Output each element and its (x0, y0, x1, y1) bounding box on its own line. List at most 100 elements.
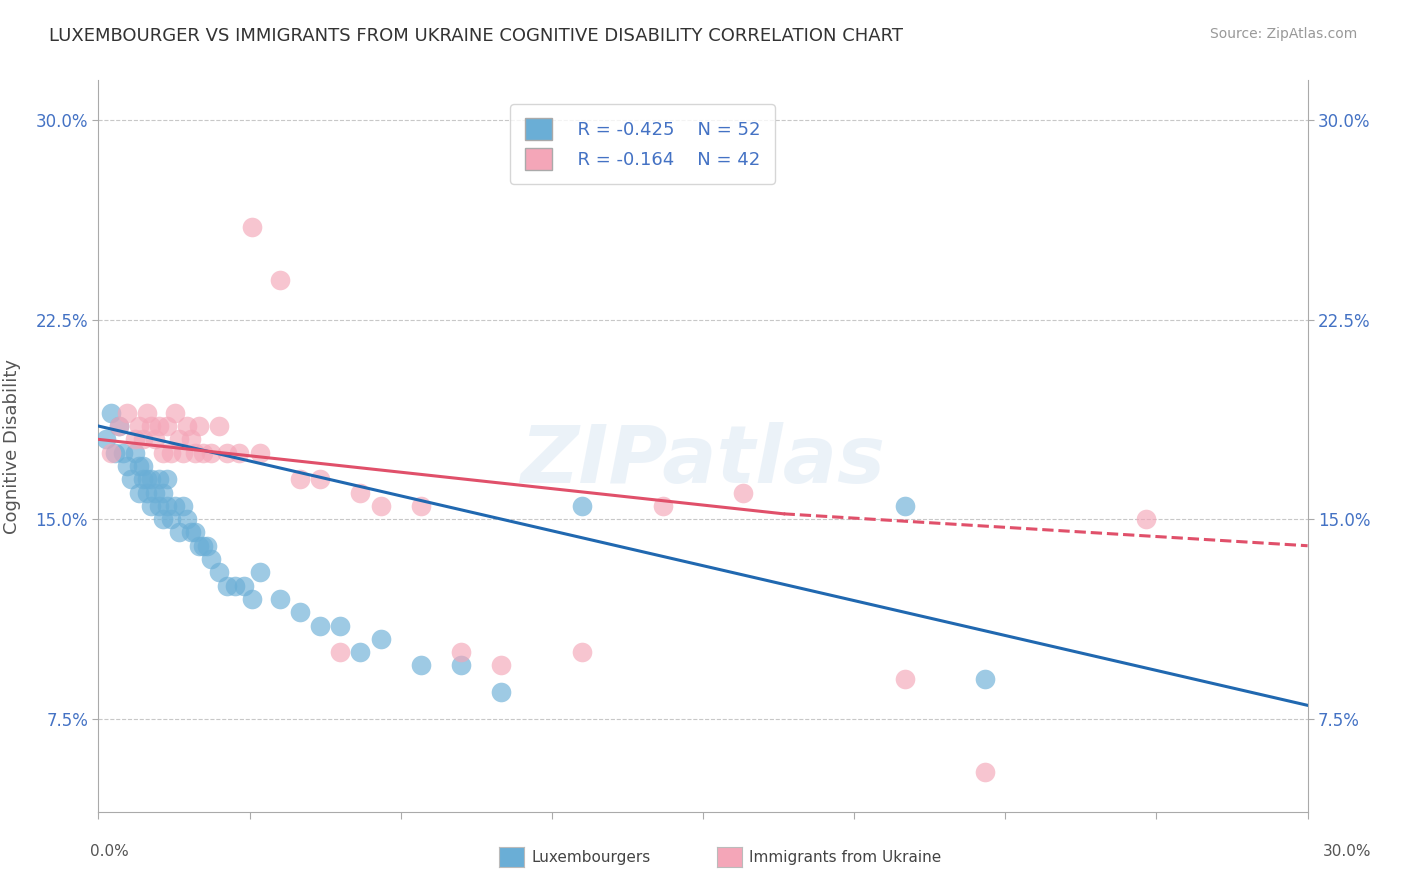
Point (409, 499, 432, 513)
Point (152, 445, 174, 459)
Point (139, 499, 162, 513)
Point (184, 525, 207, 540)
Point (132, 458, 155, 473)
Point (571, 645, 593, 659)
Point (188, 539, 211, 553)
Point (974, 672, 997, 686)
Point (309, 472, 332, 486)
Point (103, 445, 125, 459)
Point (288, 472, 311, 486)
Point (309, 618, 332, 632)
Point (107, 419, 129, 434)
Point (217, 579, 239, 593)
Point (172, 499, 194, 513)
Point (571, 499, 593, 513)
Point (193, 539, 215, 553)
Point (217, 445, 239, 459)
Point (132, 433, 155, 447)
Point (100, 406, 122, 420)
Point (128, 485, 150, 500)
Point (269, 591, 291, 606)
Text: ZIPatlas: ZIPatlas (520, 422, 886, 500)
Point (100, 445, 122, 459)
Point (180, 525, 202, 540)
Point (349, 485, 371, 500)
Point (240, 591, 263, 606)
Point (152, 485, 174, 500)
Point (143, 433, 166, 447)
Point (156, 472, 179, 486)
Text: Immigrants from Ukraine: Immigrants from Ukraine (749, 850, 942, 864)
Point (148, 472, 170, 486)
Point (120, 472, 142, 486)
Point (450, 658, 472, 673)
Point (128, 419, 150, 434)
Point (184, 445, 207, 459)
Point (152, 512, 174, 526)
Point (139, 472, 162, 486)
Point (893, 499, 915, 513)
Point (176, 419, 198, 434)
Text: 30.0%: 30.0% (1323, 845, 1371, 859)
Point (349, 645, 371, 659)
Point (249, 445, 271, 459)
Point (96, 433, 118, 447)
Point (167, 433, 190, 447)
Point (156, 499, 179, 513)
Point (288, 605, 311, 619)
Point (329, 618, 352, 632)
Point (370, 632, 392, 646)
Text: LUXEMBOURGER VS IMMIGRANTS FROM UKRAINE COGNITIVE DISABILITY CORRELATION CHART: LUXEMBOURGER VS IMMIGRANTS FROM UKRAINE … (49, 27, 903, 45)
Point (193, 445, 215, 459)
Point (200, 552, 222, 566)
Point (450, 645, 472, 659)
Point (224, 579, 246, 593)
Point (208, 566, 231, 580)
Point (195, 539, 218, 553)
Point (163, 499, 186, 513)
Point (156, 419, 179, 434)
Point (733, 485, 755, 500)
Point (135, 406, 157, 420)
Point (370, 499, 392, 513)
Point (124, 433, 146, 447)
Point (107, 419, 129, 434)
Point (132, 472, 155, 486)
Point (208, 419, 231, 434)
Point (180, 433, 202, 447)
Point (172, 445, 194, 459)
Point (409, 658, 432, 673)
Point (188, 419, 211, 434)
Point (269, 273, 291, 287)
Point (135, 472, 157, 486)
Point (124, 445, 146, 459)
Point (232, 579, 254, 593)
Point (160, 445, 183, 459)
Point (329, 645, 352, 659)
Point (200, 445, 222, 459)
Point (491, 658, 513, 673)
Point (143, 485, 166, 500)
Point (491, 685, 513, 699)
Point (115, 406, 138, 420)
Legend:   R = -0.425    N = 52,   R = -0.164    N = 42: R = -0.425 N = 52, R = -0.164 N = 42 (510, 104, 775, 184)
Y-axis label: Cognitive Disability: Cognitive Disability (3, 359, 21, 533)
Point (249, 566, 271, 580)
Point (148, 499, 170, 513)
Point (139, 419, 162, 434)
Point (148, 419, 170, 434)
Point (160, 512, 183, 526)
Point (135, 485, 157, 500)
Point (128, 458, 150, 473)
Point (111, 445, 134, 459)
Point (176, 512, 198, 526)
Point (1135, 512, 1157, 526)
Point (240, 219, 263, 234)
Point (974, 764, 997, 779)
Point (167, 525, 190, 540)
Point (651, 499, 673, 513)
Text: Source: ZipAtlas.com: Source: ZipAtlas.com (1209, 27, 1357, 41)
Text: Luxembourgers: Luxembourgers (531, 850, 651, 864)
Point (893, 672, 915, 686)
Point (115, 458, 138, 473)
